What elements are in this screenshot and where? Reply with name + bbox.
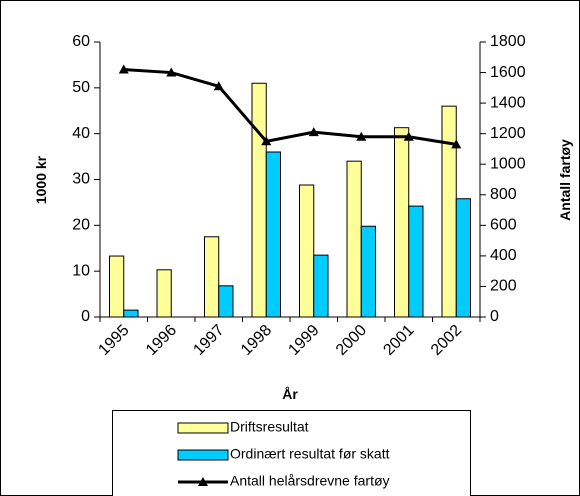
y2-tick-label: 800 bbox=[490, 186, 517, 203]
y-tick-label: 40 bbox=[72, 125, 90, 142]
legend-marker bbox=[198, 477, 208, 486]
line-marker bbox=[166, 67, 177, 77]
legend-swatch bbox=[177, 422, 229, 434]
y2-tick-label: 0 bbox=[490, 308, 499, 325]
bar bbox=[218, 285, 234, 318]
bar bbox=[455, 198, 471, 318]
bar bbox=[441, 105, 457, 318]
y2-axis-title: Antall fartøy bbox=[557, 139, 573, 221]
legend-label: Driftsresultat bbox=[230, 419, 309, 435]
y-tick-label: 50 bbox=[72, 79, 90, 96]
bar bbox=[265, 151, 281, 318]
line-marker bbox=[261, 136, 272, 146]
x-axis-title: År bbox=[282, 386, 298, 402]
y-axis-title: 1000 kr bbox=[33, 155, 49, 204]
y2-tick-label: 1600 bbox=[490, 64, 526, 81]
line-marker bbox=[308, 127, 319, 137]
line-marker bbox=[118, 64, 129, 74]
y2-tick-label: 1200 bbox=[490, 125, 526, 142]
bar bbox=[204, 236, 220, 318]
bar bbox=[251, 82, 267, 318]
bar bbox=[109, 255, 125, 318]
bar bbox=[346, 160, 362, 318]
y-tick-label: 60 bbox=[72, 33, 90, 50]
legend-label: Ordinært resultat før skatt bbox=[230, 446, 390, 462]
legend bbox=[112, 410, 471, 496]
legend-swatch bbox=[177, 449, 229, 461]
y-tick-label: 20 bbox=[72, 217, 90, 234]
bar bbox=[156, 269, 172, 318]
y2-tick-label: 1800 bbox=[490, 33, 526, 50]
legend-label: Antall helårsdrevne fartøy bbox=[230, 473, 390, 489]
line-marker bbox=[403, 131, 414, 141]
y2-tick-label: 1400 bbox=[490, 94, 526, 111]
bar bbox=[123, 309, 139, 318]
bar bbox=[313, 254, 329, 318]
line-marker bbox=[451, 139, 462, 149]
line bbox=[123, 68, 457, 146]
line-marker bbox=[213, 81, 224, 91]
line-marker bbox=[356, 131, 367, 141]
y-tick-label: 10 bbox=[72, 262, 90, 279]
y-tick-label: 30 bbox=[72, 171, 90, 188]
y2-tick-label: 600 bbox=[490, 217, 517, 234]
y-tick-label: 0 bbox=[81, 308, 90, 325]
bar bbox=[360, 225, 376, 318]
bar bbox=[408, 205, 424, 318]
y2-tick-label: 400 bbox=[490, 247, 517, 264]
y2-tick-label: 1000 bbox=[490, 155, 526, 172]
y2-tick-label: 200 bbox=[490, 278, 517, 295]
bar bbox=[394, 127, 410, 318]
bar bbox=[299, 184, 315, 318]
